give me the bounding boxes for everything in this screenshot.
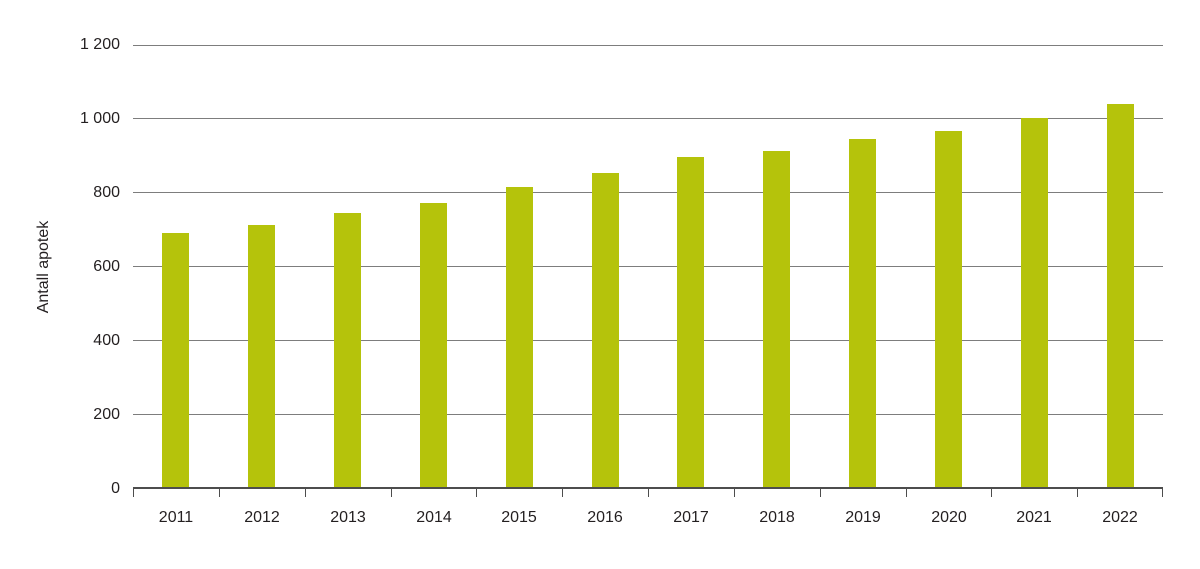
bar-2021 bbox=[1021, 118, 1048, 487]
bar-2013 bbox=[334, 213, 361, 487]
x-axis-tick bbox=[133, 489, 134, 497]
bar-2022 bbox=[1107, 104, 1134, 487]
x-tick-label: 2022 bbox=[1102, 509, 1138, 526]
x-axis-tick bbox=[476, 489, 477, 497]
y-tick-label: 400 bbox=[93, 332, 120, 349]
bar-2012 bbox=[248, 225, 275, 487]
x-tick-label: 2019 bbox=[845, 509, 881, 526]
bar-2011 bbox=[162, 233, 189, 487]
x-tick-label: 2021 bbox=[1016, 509, 1052, 526]
bar-2020 bbox=[935, 131, 962, 487]
x-axis-tick bbox=[734, 489, 735, 497]
x-tick-label: 2015 bbox=[501, 509, 537, 526]
x-tick-label: 2018 bbox=[759, 509, 795, 526]
x-axis-tick bbox=[219, 489, 220, 497]
plot-area bbox=[133, 45, 1163, 497]
x-axis-tick bbox=[1162, 489, 1163, 497]
x-tick-label: 2020 bbox=[931, 509, 967, 526]
bar-2018 bbox=[763, 151, 790, 487]
gridline bbox=[133, 266, 1163, 267]
y-tick-label: 600 bbox=[93, 258, 120, 275]
gridline bbox=[133, 118, 1163, 119]
y-tick-label: 1 000 bbox=[79, 110, 120, 127]
x-axis-tick bbox=[1077, 489, 1078, 497]
x-tick-label: 2016 bbox=[587, 509, 623, 526]
bar-2017 bbox=[677, 157, 704, 487]
y-tick-label: 1 200 bbox=[79, 36, 120, 53]
gridline bbox=[133, 340, 1163, 341]
gridline bbox=[133, 414, 1163, 415]
x-tick-label: 2011 bbox=[158, 509, 194, 526]
x-axis-tick bbox=[906, 489, 907, 497]
gridline bbox=[133, 192, 1163, 193]
x-axis-tick bbox=[391, 489, 392, 497]
bar-2019 bbox=[849, 139, 876, 487]
bar-2016 bbox=[592, 173, 619, 487]
x-axis-tick bbox=[305, 489, 306, 497]
x-axis-tick bbox=[562, 489, 563, 497]
x-tick-label: 2014 bbox=[416, 509, 452, 526]
x-axis-tick bbox=[820, 489, 821, 497]
y-tick-label: 800 bbox=[93, 184, 120, 201]
x-tick-label: 2012 bbox=[244, 509, 280, 526]
x-tick-label: 2017 bbox=[673, 509, 709, 526]
bar-2014 bbox=[420, 203, 447, 487]
bar-2015 bbox=[506, 187, 533, 487]
x-tick-label: 2013 bbox=[330, 509, 366, 526]
y-tick-label: 200 bbox=[93, 406, 120, 423]
x-axis-tick bbox=[991, 489, 992, 497]
x-axis-tick bbox=[648, 489, 649, 497]
gridline bbox=[133, 45, 1163, 46]
y-tick-label: 0 bbox=[111, 480, 120, 497]
x-axis-line bbox=[133, 487, 1163, 489]
